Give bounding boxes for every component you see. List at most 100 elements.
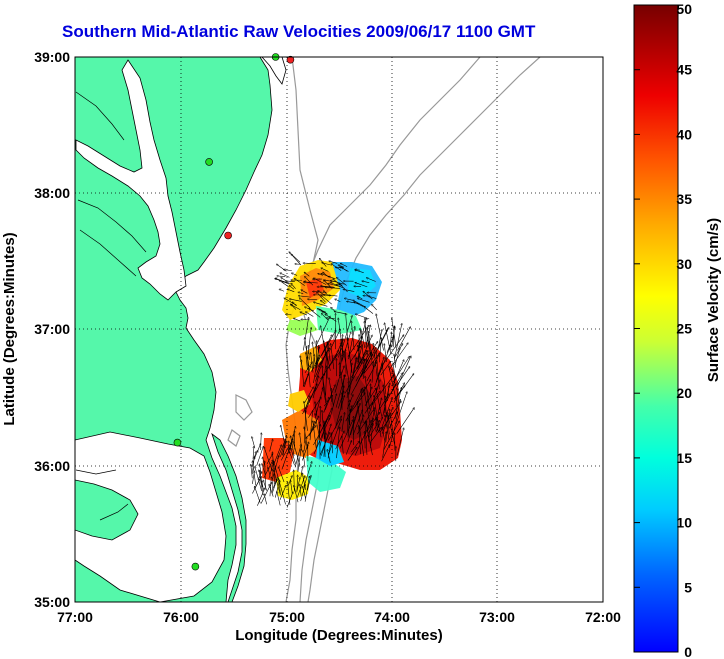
velocity-arrow [347,447,357,461]
radar-stations [173,53,295,571]
velocity-arrow [347,301,359,304]
velocity-arrow [366,421,370,442]
velocity-arrow [332,433,333,454]
velocity-arrow [393,363,396,381]
velocity-arrow [358,298,370,303]
velocity-arrow [338,265,345,268]
velocity-arrow [260,471,263,488]
x-axis-title: Longitude (Degrees:Minutes) [235,627,443,644]
velocity-arrow [348,363,352,393]
velocity-arrow [390,414,394,435]
velocity-arrow [303,462,312,488]
velocity-arrow [360,329,364,360]
velocity-arrow [289,435,293,451]
velocity-arrow [347,409,350,438]
y-tick-label: 38:00 [34,185,70,201]
velocity-arrow [264,447,273,471]
velocity-arrow [364,321,371,357]
velocity-arrow [262,464,266,476]
velocity-arrow [348,358,356,395]
velocity-arrow [257,488,265,506]
velocity-arrow [299,296,311,298]
velocity-arrow [363,291,373,300]
velocity-arrow [382,363,387,395]
velocity-arrow [388,412,397,429]
velocity-arrow [294,470,295,492]
velocity-arrow [359,425,361,455]
velocity-arrow [368,421,380,438]
colorbar-ticks: 0 5 10 15 20 25 30 35 40 45 50 [634,1,692,659]
colorbar-tick-label: 25 [676,321,692,337]
velocity-arrow [299,298,311,309]
velocity-arrow [379,338,381,363]
velocity-arrow [343,289,355,292]
velocity-arrow [329,261,338,264]
velocity-arrow [335,375,345,408]
velocity-arrow [381,335,404,367]
velocity-arrow [366,362,377,382]
velocity-arrow [320,348,342,380]
velocity-arrow [308,397,321,418]
velocity-arrow [252,437,256,449]
velocity-arrow [395,389,398,408]
velocity-arrow [347,406,359,443]
velocity-arrow [334,372,341,393]
velocity-arrow [274,461,280,481]
velocity-arrow [308,345,309,360]
y-tick-label: 37:00 [34,321,70,337]
velocity-arrow [377,417,382,438]
velocity-arrow [331,344,335,370]
velocity-arrow [295,279,305,286]
velocity-arrow [293,441,301,466]
velocity-arrow [323,397,329,413]
velocity-arrow [306,353,308,371]
velocity-vectors [251,252,414,508]
velocity-arrow [289,252,301,263]
velocity-arrow [345,441,351,455]
velocity-arrow [284,270,292,271]
velocity-arrow [362,354,373,375]
velocity-arrow [281,441,286,456]
velocity-arrow [381,398,392,427]
velocity-arrow [365,376,370,410]
velocity-arrow [317,348,330,368]
y-axis-title: Latitude (Degrees:Minutes) [1,232,18,425]
velocity-arrow [344,359,364,394]
station-marker [173,438,182,447]
velocity-arrow [321,330,336,356]
velocity-arrow [272,479,277,489]
velocity-arrow [324,291,329,296]
velocity-arrow [327,450,331,463]
velocity-arrow [351,441,359,453]
velocity-arrow [321,268,329,272]
velocity-arrow [321,295,332,305]
velocity-arrow [378,394,389,411]
velocity-arrow [266,454,273,465]
velocity-arrow [300,466,303,478]
velocity-arrow [397,327,410,351]
velocity-arrow [321,300,326,305]
velocity-arrow [346,381,349,399]
delaware-bay [261,57,287,85]
velocity-arrow [382,432,386,458]
velocity-arrow [263,460,273,479]
velocity-arrow [280,273,290,278]
velocity-arrow [389,332,391,351]
velocity-arrow [342,436,344,454]
velocity-arrow [251,465,253,479]
velocity-arrow [260,433,261,451]
velocity-arrow [296,477,300,491]
velocity-arrow [394,324,401,360]
colorbar-tick-label: 5 [684,579,692,595]
velocity-arrow [279,486,286,500]
velocity-arrow [381,445,390,462]
velocity-arrow [375,357,384,383]
velocity-arrow [255,467,262,492]
velocity-arrow [308,299,318,300]
velocity-arrow [305,396,310,410]
velocity-arrow [374,365,383,388]
x-tick-label: 75:00 [269,609,305,625]
velocity-arrow [314,374,324,392]
velocity-arrow [305,307,315,312]
velocity-arrow [344,351,350,382]
